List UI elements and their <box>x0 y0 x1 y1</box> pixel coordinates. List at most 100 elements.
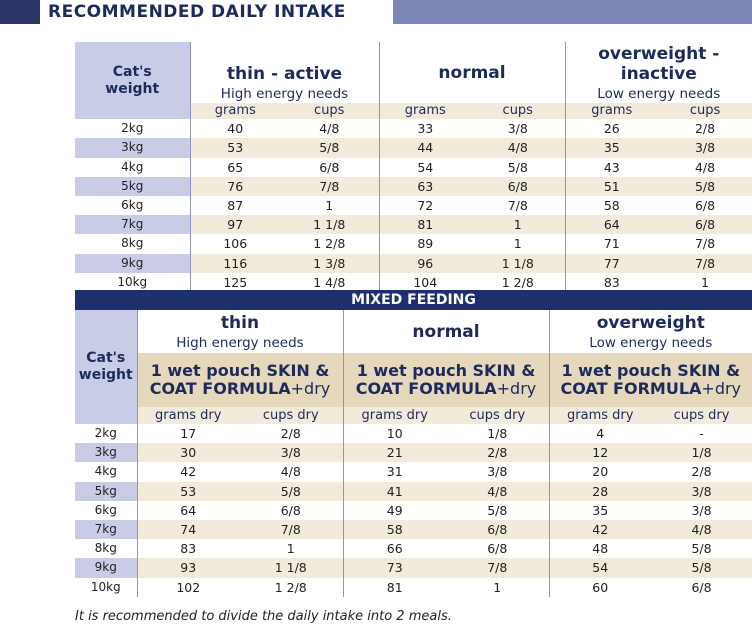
grams-cell: 60 <box>548 577 651 597</box>
grams-cell: 20 <box>548 462 651 482</box>
grams-cell: 97 <box>190 215 280 235</box>
mixed-feeding-rows: 2kg 17 2/8 10 1/8 4-3kg 30 3/8 21 2/8 12 1/8 4kg 42 4/… <box>75 424 752 597</box>
group-title: normal <box>412 321 480 342</box>
pouch-label: 1 wet pouch SKIN & COAT FORMULA+dry <box>137 353 343 408</box>
group-subtitle: Low energy needs <box>589 334 713 351</box>
weight-column-header: Cat's weight <box>75 310 138 424</box>
grams-cell: 77 <box>564 253 659 273</box>
cups-cell: 7/8 <box>507 198 528 214</box>
pouch-line2: COAT FORMULA+dry <box>138 380 343 398</box>
cups-cell: 3/8 <box>239 443 343 463</box>
cups-cell: 5/8 <box>507 159 528 175</box>
cups-cell: 1 2/8 <box>501 274 534 290</box>
grams-cell: 30 <box>137 443 239 463</box>
group-subtitle-thin-active: High energy needs <box>190 84 379 103</box>
unit-label: cups <box>471 103 566 120</box>
grams-cell: 71 <box>564 234 659 254</box>
grams-cell: 93 <box>137 558 239 578</box>
cups-cell: 1 <box>513 236 522 252</box>
weight-cell: 4kg <box>75 157 191 177</box>
table-row: 6kg 64 6/8 49 5/8 35 3/8 <box>75 500 752 520</box>
table-row: 10kg 125 1 4/8 104 1 2/8 83 1 <box>75 272 752 292</box>
table-row: 6kg 87 1 72 7/8 58 6/8 <box>75 195 752 216</box>
unit-header-row: grams cups grams cups grams cups <box>75 103 752 120</box>
table-row: 10kg 102 1 2/8 81 1 60 6/8 <box>75 577 752 597</box>
grams-cell: 17 <box>180 426 197 442</box>
table-row: 7kg 97 1 1/8 81 1 64 6/8 <box>75 215 752 235</box>
pouch-plus-dry: +dry <box>496 379 537 399</box>
unit-label: grams <box>190 103 280 120</box>
grams-cell: 43 <box>564 157 659 177</box>
cups-cell: 5/8 <box>651 558 752 578</box>
pouch-plus-dry: +dry <box>701 379 742 399</box>
unit-label: cups dry <box>239 407 343 424</box>
weight-cell: 7kg <box>75 215 191 235</box>
group-header-overweight-inactive: overweight - inactive <box>564 42 752 84</box>
grams-cell: 53 <box>190 138 280 158</box>
pouch-line1: 1 wet pouch SKIN & <box>150 361 330 381</box>
cups-cell: 3/8 <box>691 502 712 518</box>
unit-label: grams dry <box>342 407 446 424</box>
table-row: 8kg 83 1 66 6/8 48 5/8 <box>75 539 752 559</box>
grams-cell: 83 <box>180 541 197 557</box>
grams-cell: 89 <box>378 234 472 254</box>
unit-label: grams <box>564 103 659 120</box>
pouch-label: 1 wet pouch SKIN & COAT FORMULA+dry <box>548 353 752 408</box>
cups-cell: 2/8 <box>691 464 712 480</box>
mixed-feeding-table: MIXED FEEDING Cat's weight thin normal o… <box>75 290 752 597</box>
grams-cell: 33 <box>378 119 472 139</box>
unit-label: cups dry <box>651 407 752 424</box>
weight-cell: 6kg <box>75 195 191 216</box>
cups-cell: 2/8 <box>446 443 549 463</box>
grams-cell: 12 <box>548 443 651 463</box>
pouch-row: 1 wet pouch SKIN & COAT FORMULA+dry 1 wet … <box>75 353 752 408</box>
grams-cell: 72 <box>378 195 472 216</box>
cups-cell: 2/8 <box>694 121 716 137</box>
pouch-line2: COAT FORMULA+dry <box>344 380 549 398</box>
cups-cell: 7/8 <box>658 253 752 273</box>
weight-cell: 7kg <box>75 519 138 540</box>
grams-cell: 63 <box>378 176 472 196</box>
pouch-plus-dry: +dry <box>290 379 331 399</box>
grams-cell: 73 <box>342 558 446 578</box>
grams-cell: 54 <box>378 157 472 177</box>
grams-cell: 42 <box>180 464 197 480</box>
grams-cell: 106 <box>223 236 248 252</box>
cups-cell: 6/8 <box>446 519 549 540</box>
table-row: 7kg 74 7/8 58 6/8 42 4/8 <box>75 519 752 540</box>
daily-intake-rows: 2kg 40 4/8 33 3/8 26 2/8 3kg 53 5/8 44 4/8 35 3/8 4kg 6… <box>75 119 752 292</box>
cups-cell: 1 1/8 <box>280 215 380 235</box>
cups-cell: 1 <box>493 579 502 595</box>
grams-cell: 104 <box>378 272 472 292</box>
grams-cell: 54 <box>548 558 651 578</box>
cups-cell: 1 1/8 <box>471 253 566 273</box>
grams-cell: 81 <box>342 577 446 597</box>
weight-column-header: Cat's weight <box>75 42 191 120</box>
weight-cell: 4kg <box>75 462 138 482</box>
table-row: 8kg 106 1 2/8 89 1 71 7/8 <box>75 234 752 254</box>
cups-cell: 3/8 <box>507 121 528 137</box>
cups-cell: 1 2/8 <box>274 579 307 595</box>
pouch-line2: COAT FORMULA+dry <box>550 380 752 398</box>
cups-cell: 1/8 <box>651 443 752 463</box>
cups-cell: 1 <box>471 215 566 235</box>
weight-cell: 10kg <box>75 272 191 292</box>
cups-cell: 4/8 <box>694 159 716 175</box>
cups-cell: 7/8 <box>446 558 549 578</box>
group-title: overweight <box>596 312 705 333</box>
footnote: It is recommended to divide the daily in… <box>75 609 452 624</box>
weight-header-line2: weight <box>78 367 133 383</box>
grams-cell: 116 <box>190 253 280 273</box>
unit-header-row: grams dry cups dry grams dry cups dry grams … <box>75 407 752 424</box>
cups-cell: 6/8 <box>487 541 508 557</box>
group-subtitle-overweight: Low energy needs <box>548 332 752 353</box>
grams-cell: 58 <box>564 195 659 216</box>
group-header-thin: thin <box>137 310 343 333</box>
cups-cell: 7/8 <box>239 519 343 540</box>
pouch-formula: COAT FORMULA <box>149 379 291 399</box>
cups-cell: 1 3/8 <box>280 253 380 273</box>
table-row: 9kg 93 1 1/8 73 7/8 54 5/8 <box>75 558 752 578</box>
weight-cell: 5kg <box>75 176 191 196</box>
cups-cell: 3/8 <box>658 138 752 158</box>
grams-cell: 125 <box>223 274 248 290</box>
